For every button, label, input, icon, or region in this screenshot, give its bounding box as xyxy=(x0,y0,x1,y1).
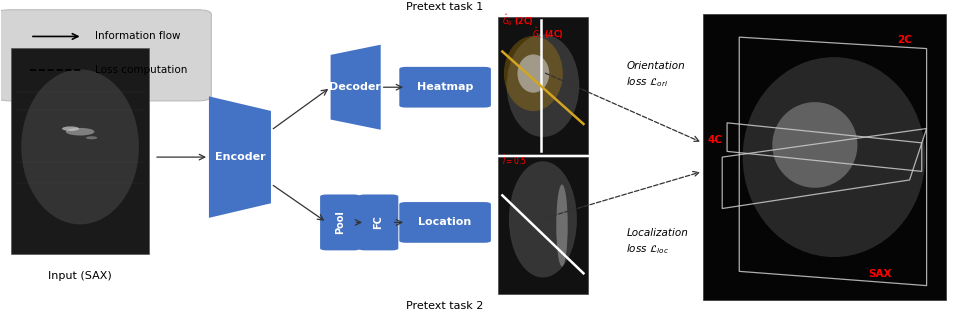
Text: 2C: 2C xyxy=(898,35,912,45)
Text: Decoder: Decoder xyxy=(328,82,380,92)
Ellipse shape xyxy=(66,128,95,136)
Text: Heatmap: Heatmap xyxy=(417,82,474,92)
Text: FC: FC xyxy=(373,215,384,229)
FancyBboxPatch shape xyxy=(498,17,589,154)
Text: Orientation
loss $\mathcal{L}_{ori}$: Orientation loss $\mathcal{L}_{ori}$ xyxy=(627,61,685,89)
Ellipse shape xyxy=(86,136,98,139)
Polygon shape xyxy=(209,96,271,218)
Text: $\hat{G}_0$ (2C): $\hat{G}_0$ (2C) xyxy=(502,13,534,28)
Ellipse shape xyxy=(62,126,79,131)
Text: Pretext task 2: Pretext task 2 xyxy=(407,301,484,311)
Text: SAX: SAX xyxy=(868,269,892,279)
FancyBboxPatch shape xyxy=(702,14,946,300)
Ellipse shape xyxy=(772,102,857,188)
Ellipse shape xyxy=(743,57,925,257)
Text: Location: Location xyxy=(418,218,472,228)
Polygon shape xyxy=(330,45,381,130)
Ellipse shape xyxy=(506,34,579,137)
Text: 4C: 4C xyxy=(707,135,723,145)
Text: Pool: Pool xyxy=(335,210,345,234)
Ellipse shape xyxy=(556,184,568,266)
Text: Pretext task 1: Pretext task 1 xyxy=(407,2,483,12)
FancyBboxPatch shape xyxy=(498,157,589,294)
FancyBboxPatch shape xyxy=(399,67,491,108)
Ellipse shape xyxy=(509,161,577,278)
Text: $\hat{l} = 0.5$: $\hat{l} = 0.5$ xyxy=(502,152,527,167)
Ellipse shape xyxy=(518,54,549,93)
Ellipse shape xyxy=(21,69,139,224)
Text: $\hat{G}_1$ (4C): $\hat{G}_1$ (4C) xyxy=(532,25,564,41)
Text: Loss computation: Loss computation xyxy=(95,65,188,75)
FancyBboxPatch shape xyxy=(11,48,149,254)
Text: Localization
loss $\mathcal{L}_{loc}$: Localization loss $\mathcal{L}_{loc}$ xyxy=(627,228,688,256)
Text: Input (SAX): Input (SAX) xyxy=(48,271,112,280)
FancyBboxPatch shape xyxy=(399,202,491,243)
FancyBboxPatch shape xyxy=(0,10,211,101)
Text: Information flow: Information flow xyxy=(95,31,181,41)
Text: Encoder: Encoder xyxy=(214,152,265,162)
FancyBboxPatch shape xyxy=(358,194,398,250)
Ellipse shape xyxy=(504,36,563,111)
FancyBboxPatch shape xyxy=(320,194,360,250)
